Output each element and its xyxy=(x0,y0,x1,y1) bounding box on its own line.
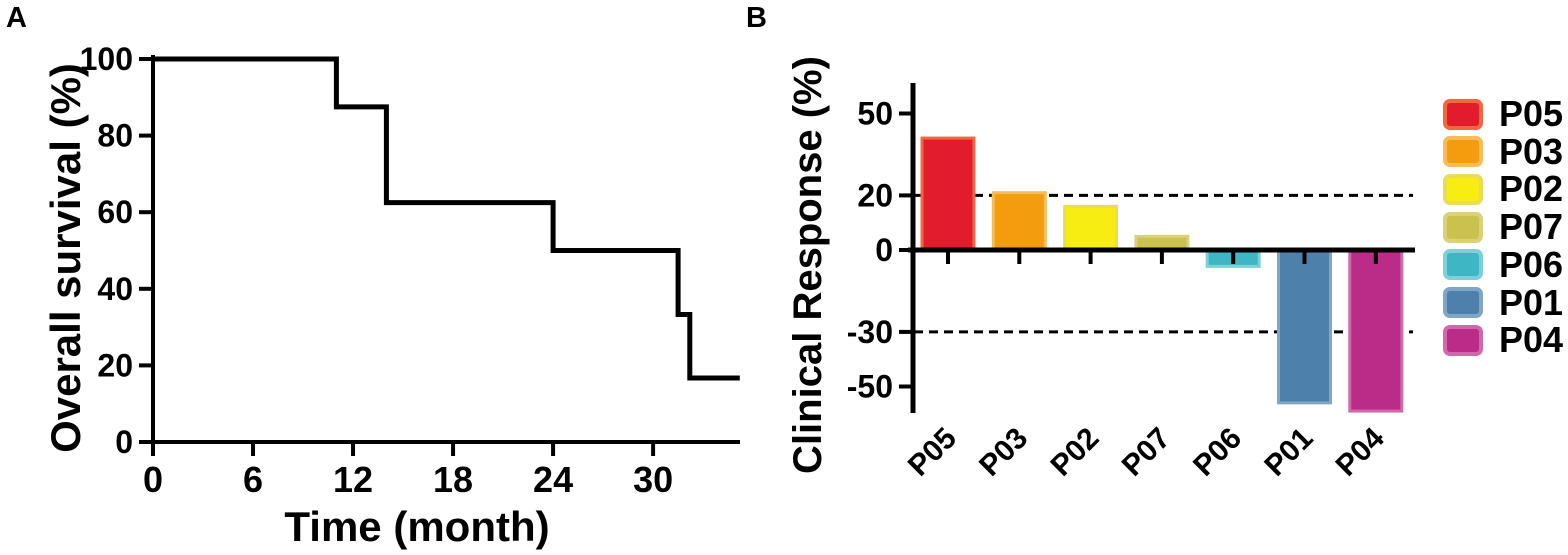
legend-item-p06: P06 xyxy=(1443,243,1564,285)
legend-swatch-p01 xyxy=(1443,287,1483,318)
panel-b-y-tick-label: 0 xyxy=(875,232,893,268)
panel-a-label: A xyxy=(6,2,27,34)
legend-swatch-p04 xyxy=(1443,324,1483,356)
bar-p02 xyxy=(1063,204,1119,252)
legend-label: P06 xyxy=(1499,243,1564,285)
bar-p03 xyxy=(991,191,1047,252)
panel-a-y-tick-label: 0 xyxy=(115,424,133,460)
legend-item-p02: P02 xyxy=(1443,171,1563,207)
panel-b-category-label: P03 xyxy=(973,422,1034,483)
panel-a-y-tick-label: 80 xyxy=(97,118,133,154)
legend-item-p05: P05 xyxy=(1443,96,1563,132)
panel-b-category-label: P05 xyxy=(902,422,963,483)
panel-a-x-tick-label: 12 xyxy=(333,459,373,500)
panel-a-x-tick-label: 0 xyxy=(143,459,163,500)
bar-p05 xyxy=(920,136,976,252)
panel-b-y-tick-label: 20 xyxy=(857,177,893,213)
panel-b-y-tick-label: 50 xyxy=(857,96,893,132)
panel-a-y-tick-label: 40 xyxy=(97,271,133,307)
panel-b-category-label: P01 xyxy=(1258,422,1319,483)
survival-step-curve xyxy=(153,56,740,381)
panel-b-y-tick-label: -50 xyxy=(847,369,893,405)
legend-swatch-p06 xyxy=(1443,249,1483,281)
panel-a-x-tick-label: 6 xyxy=(243,459,263,500)
panel-b-category-label: P07 xyxy=(1116,422,1177,483)
legend-label: P05 xyxy=(1499,93,1564,134)
panel-b-category-label: P06 xyxy=(1187,422,1248,483)
bar-p01 xyxy=(1277,248,1332,405)
legend-item-p03: P03 xyxy=(1443,130,1564,172)
legend-label: P01 xyxy=(1499,281,1564,323)
legend-swatch-p02 xyxy=(1443,173,1483,205)
legend-label: P02 xyxy=(1499,168,1564,210)
panel-a-y-tick-label: 60 xyxy=(97,194,133,230)
panel-a-x-tick-label: 18 xyxy=(433,459,473,500)
panel-a-x-tick-label: 24 xyxy=(533,459,573,500)
legend-label: P07 xyxy=(1499,206,1564,248)
panel-b-category-label: P04 xyxy=(1330,421,1391,482)
panel-a-x-tick-label: 30 xyxy=(633,459,673,500)
panel-b-category-label: P02 xyxy=(1044,422,1105,483)
panel-a-y-tick-label: 20 xyxy=(97,347,133,383)
bar-p04 xyxy=(1348,248,1404,413)
legend-item-p07: P07 xyxy=(1443,209,1563,245)
legend-label: P03 xyxy=(1499,130,1564,172)
legend-swatch-p07 xyxy=(1443,211,1483,243)
legend-label: P04 xyxy=(1499,319,1564,361)
panel-b-label: B xyxy=(746,2,767,34)
legend-item-p01: P01 xyxy=(1443,281,1564,323)
legend-swatch-p03 xyxy=(1443,136,1483,168)
legend-swatch-p05 xyxy=(1443,98,1483,130)
panel-a-y-tick-label: 100 xyxy=(80,41,133,77)
panel-a-x-axis-title: Time (month) xyxy=(284,503,550,550)
legend-item-p04: P04 xyxy=(1443,322,1563,358)
panel-b-y-tick-label: -30 xyxy=(847,314,893,350)
